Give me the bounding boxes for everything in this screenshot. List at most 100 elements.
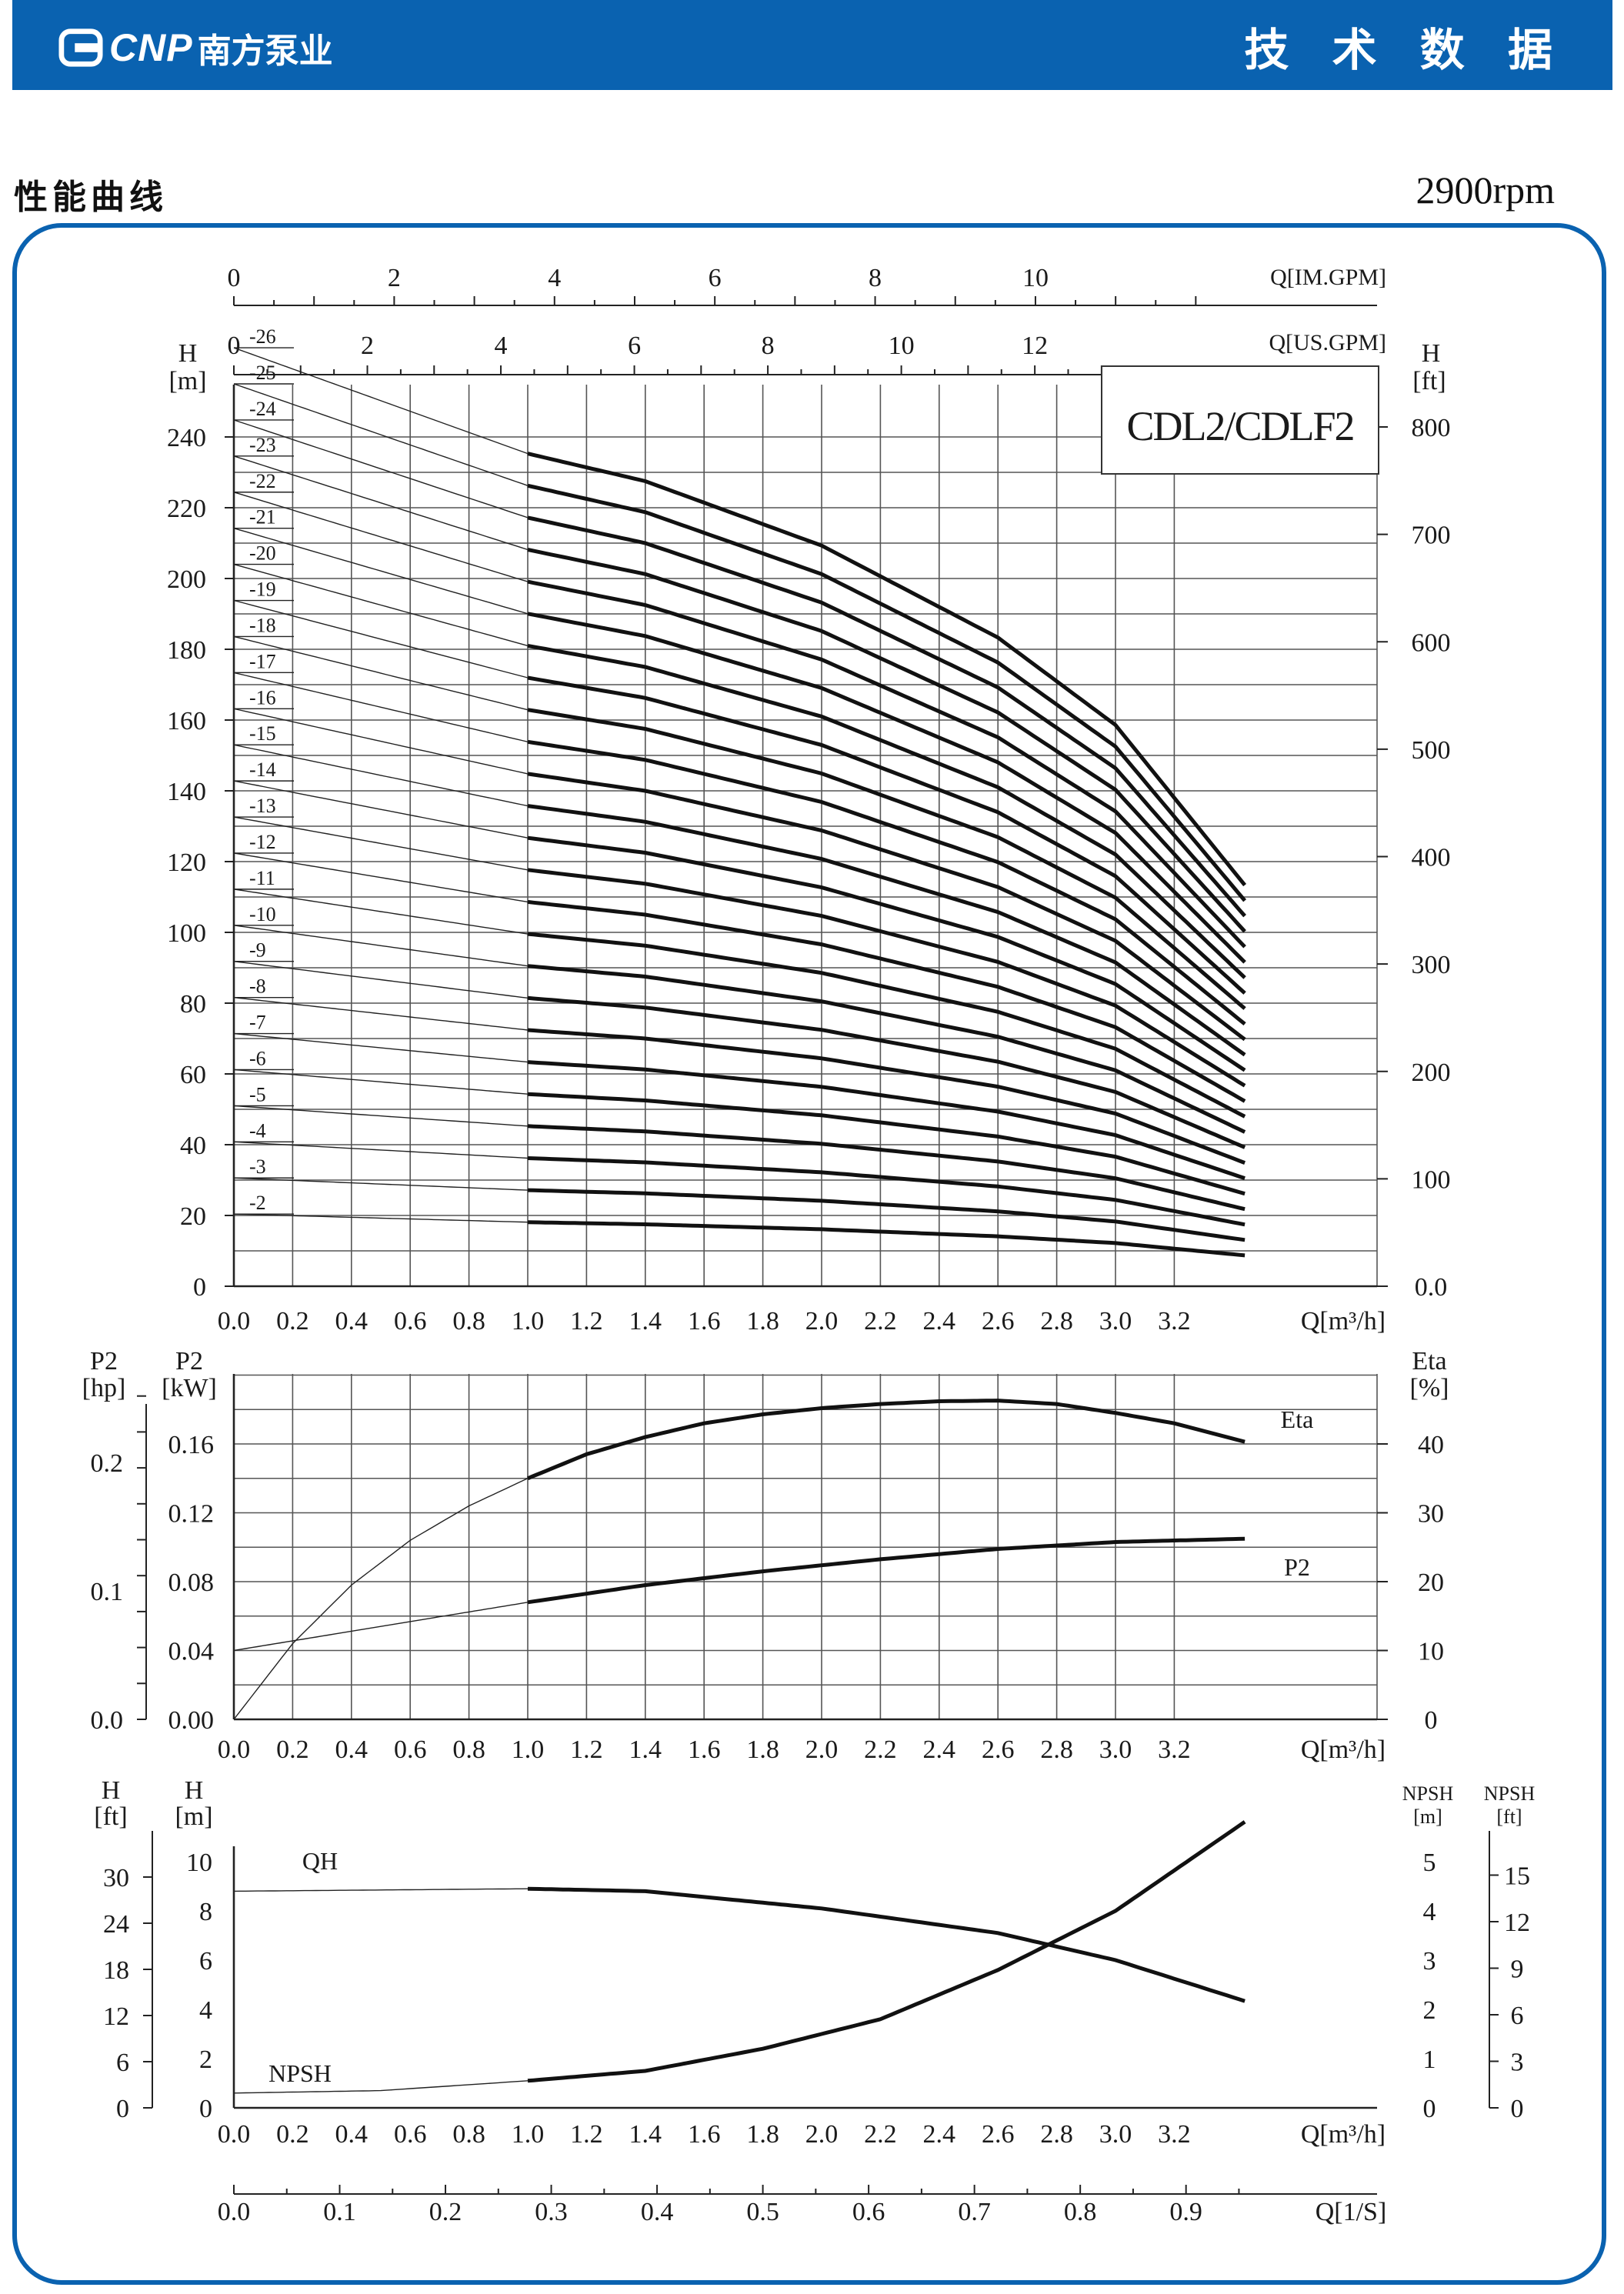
x-tick-label: 1.0 [512, 1736, 545, 1764]
y-far-tick-label: 0 [116, 2095, 129, 2123]
x-tick-label: 2.6 [982, 2120, 1015, 2149]
y-right-tick-label: 30 [1418, 1500, 1444, 1529]
stage-curve [527, 675, 1246, 995]
stage-label: -23 [249, 434, 276, 456]
y-tick-label: 2 [199, 2046, 212, 2074]
x-tick-label: 1.2 [570, 1307, 603, 1335]
stage-curve-thin [233, 852, 529, 903]
y-right-tick-label: 0.0 [1415, 1273, 1448, 1302]
stage-label: -6 [249, 1047, 266, 1069]
stage-curve-thin [233, 708, 529, 775]
stage-curve [527, 579, 1246, 949]
y-far-axis-label: H [102, 1776, 121, 1805]
y-far-right-tick-label: 9 [1511, 1956, 1524, 1984]
y-right-tick-label: 40 [1418, 1431, 1444, 1459]
y-right-tick-label: 4 [1423, 1898, 1436, 1926]
y-tick-label: 0 [193, 1273, 206, 1302]
y-right-tick-label: 10 [1418, 1638, 1444, 1666]
stage-curve-thin [233, 1105, 529, 1127]
top-axis-im-label: 2 [388, 264, 401, 292]
stage-label: -19 [249, 579, 276, 601]
y-tick-label: 60 [180, 1061, 206, 1089]
brand-name: CNP [109, 26, 193, 69]
y-far-tick-label: 0.0 [91, 1706, 124, 1735]
x-tick-label: 1.4 [629, 2120, 662, 2149]
x-tick-label: 0.0 [218, 1736, 251, 1764]
stage-label: -10 [249, 903, 276, 925]
stage-label: -25 [249, 362, 276, 384]
stage-curve-thin [233, 419, 529, 518]
y-far-right-axis-unit: [ft] [1496, 1806, 1522, 1828]
header-title: 技 术 数 据 [1244, 24, 1566, 76]
y-far-right-tick-label: 3 [1511, 2049, 1524, 2077]
y-right-axis-label: Eta [1412, 1347, 1446, 1375]
y-far-axis-label: P2 [90, 1347, 118, 1375]
x-tick-label: 0.6 [394, 1736, 427, 1764]
npsh-curve [527, 1820, 1246, 2083]
top-axis-us-label: 8 [762, 332, 775, 360]
x-tick-label: 2.6 [982, 1736, 1015, 1764]
eta-curve [527, 1399, 1246, 1481]
x-tick-label: 0.0 [218, 1307, 251, 1335]
y-right-tick-label: 300 [1412, 951, 1451, 979]
top-axis-us-title: Q[US.GPM] [1269, 330, 1386, 355]
x-tick-label: 3.2 [1158, 1736, 1191, 1764]
y-tick-label: 200 [167, 565, 206, 594]
stage-curve-thin [233, 492, 529, 582]
y-right-axis-label: NPSH [1402, 1782, 1454, 1805]
bottom-axis-tick-label: 0.5 [746, 2198, 779, 2226]
stage-curve [527, 1060, 1246, 1180]
stage-curve-thin [233, 528, 529, 615]
brand-name-cn: 南方泵业 [197, 32, 333, 71]
y-tick-label: 100 [167, 919, 206, 948]
title-box [1101, 365, 1379, 475]
y-tick-label: 240 [167, 424, 206, 452]
rpm-label: 2900rpm [1416, 168, 1555, 212]
y-right-tick-label: 0 [1425, 1706, 1438, 1735]
bottom-axis-tick-label: 0.1 [323, 2198, 356, 2226]
y-far-tick-label: 12 [103, 2002, 129, 2031]
series-label-npsh: NPSH [268, 2059, 332, 2087]
x-tick-label: 1.6 [688, 1736, 721, 1764]
x-tick-label: 3.2 [1158, 1307, 1191, 1335]
stage-curve-thin [233, 1141, 529, 1159]
y-right-axis-label: H [1422, 339, 1441, 368]
x-tick-label: 1.0 [512, 1307, 545, 1335]
y-far-right-axis-label: NPSH [1484, 1782, 1536, 1805]
y-axis-unit: [kW] [162, 1374, 217, 1402]
top-axis-im-label: 10 [1022, 264, 1049, 292]
brand-logo: CNP 南方泵业 [58, 17, 333, 78]
y-tick-label: 20 [180, 1202, 206, 1231]
y-right-tick-label: 200 [1412, 1059, 1451, 1087]
y-right-tick-label: 800 [1412, 414, 1451, 442]
top-axis-us-label: 6 [628, 332, 641, 360]
stage-curve [527, 643, 1246, 979]
top-axis-im-label: 8 [869, 264, 882, 292]
stage-label: -15 [249, 722, 276, 745]
bottom-axis-tick-label: 0.8 [1064, 2198, 1097, 2226]
x-tick-label: 3.0 [1099, 1736, 1132, 1764]
x-tick-label: 2.2 [864, 1736, 897, 1764]
stage-label: -7 [249, 1012, 266, 1034]
y-right-axis-unit: [ft] [1412, 367, 1446, 395]
section-title: 性能曲线 [14, 178, 168, 217]
stage-curve-thin [233, 455, 529, 551]
stage-curve [527, 1028, 1246, 1165]
x-tick-label: 3.0 [1099, 1307, 1132, 1335]
stage-curve-thin [233, 563, 529, 647]
top-axis-im-label: 0 [228, 264, 241, 292]
x-tick-label: 2.0 [805, 1736, 839, 1764]
y-right-tick-label: 700 [1412, 522, 1451, 550]
x-tick-label: 2.2 [864, 2120, 897, 2149]
x-tick-label: 0.8 [452, 1307, 485, 1335]
y-far-tick-label: 18 [103, 1956, 129, 1985]
y-right-tick-label: 600 [1412, 629, 1451, 657]
stage-curve-thin [233, 780, 529, 839]
y-tick-label: 0 [199, 2095, 212, 2123]
y-right-tick-label: 100 [1412, 1165, 1451, 1194]
x-tick-label: 0.8 [452, 2120, 485, 2149]
stage-curve-thin [233, 996, 529, 1031]
x-tick-label: 1.2 [570, 2120, 603, 2149]
y-axis-label: H [178, 339, 198, 368]
y-right-tick-label: 3 [1423, 1947, 1436, 1976]
